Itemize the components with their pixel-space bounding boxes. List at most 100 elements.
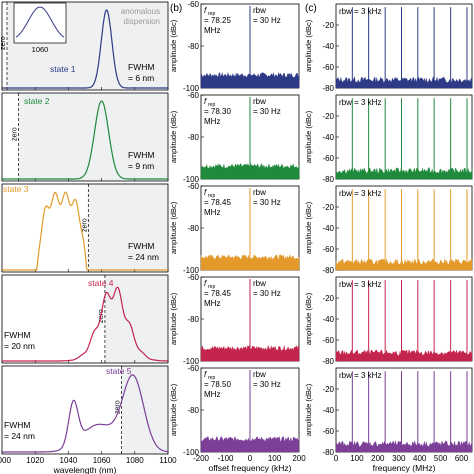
frep-subscript: rep: [208, 193, 215, 199]
rbw-label: rbw: [253, 279, 266, 288]
y-tick-label: -60: [187, 91, 199, 100]
comb-spectrum-4: -20 -40 -60 -80 amplitude (dBc) rbw = 3 kHz: [304, 276, 473, 366]
state-label: state 3: [3, 184, 29, 194]
frep-unit: MHz: [204, 117, 220, 126]
frep-symbol: f: [204, 6, 207, 15]
fwhm-value: = 6 nm: [128, 73, 154, 83]
frep-value: = 78.25: [204, 16, 231, 25]
x-tick-label: -200: [193, 454, 210, 463]
frep-subscript: rep: [208, 102, 215, 108]
anomalous-label: dispersion: [124, 17, 160, 26]
zero-label: zero: [115, 400, 122, 414]
frep-value: = 78.45: [204, 289, 231, 298]
plot-frame: [1, 183, 169, 273]
x-tick-label: 100: [350, 454, 364, 463]
rbw-value: = 30 Hz: [253, 380, 281, 389]
inset-curve: [15, 6, 65, 38]
x-axis-label: offset frequency (kHz): [209, 463, 292, 473]
inset-frame: [13, 2, 67, 44]
state-label: state 2: [24, 96, 50, 106]
frep-subscript: rep: [208, 284, 215, 290]
spectrum-curve: [2, 100, 168, 180]
spectrum-curve: [2, 286, 168, 362]
y-tick-label: -80: [187, 315, 199, 324]
x-tick-label: 1060: [93, 456, 111, 465]
fwhm-label: FWHM: [4, 420, 30, 430]
frep-value: = 78.45: [204, 198, 231, 207]
anomalous-region: [88, 184, 168, 272]
noise-floor: [335, 258, 473, 271]
x-tick-label: 1020: [26, 456, 44, 465]
x-tick-label: 1100: [159, 456, 177, 465]
x-tick-label: 0: [334, 454, 339, 463]
y-axis-label: amplitude (dBc): [169, 110, 178, 163]
rbw-label: rbw = 3 kHz: [339, 280, 381, 289]
comb-spectrum-3: -20 -40 -60 -80 amplitude (dBc) rbw = 3 kHz: [304, 185, 473, 275]
y-tick-label: -60: [187, 0, 199, 9]
y-tick-label: -100: [183, 175, 200, 184]
inset: 1060: [13, 2, 67, 54]
y-tick-label: -20: [322, 294, 334, 303]
y-tick-label: -80: [322, 266, 334, 275]
noise-floor: [335, 167, 473, 180]
plot-frame: [1, 1, 169, 91]
y-tick-label: -20: [322, 112, 334, 121]
rbw-label: rbw = 3 kHz: [339, 98, 381, 107]
fwhm-label: FWHM: [4, 330, 30, 340]
comb-spectrum-5: -20 -40 -60 -80 amplitude (dBc) rbw = 3 kHz: [304, 367, 473, 457]
plot-frame: [1, 92, 169, 182]
fwhm-label: FWHM: [128, 62, 154, 72]
y-tick-label: -80: [187, 406, 199, 415]
x-tick-label: 100: [268, 454, 282, 463]
y-tick-label: -100: [183, 266, 200, 275]
y-tick-label: -60: [322, 336, 334, 345]
y-tick-label: -40: [322, 133, 334, 142]
x-tick-label: 300: [392, 454, 406, 463]
fwhm-value: = 9 nm: [128, 161, 154, 171]
rbw-label: rbw: [253, 6, 266, 15]
fwhm-value: = 24 nm: [4, 431, 35, 441]
y-tick-label: -80: [187, 133, 199, 142]
rbw-label: rbw: [253, 188, 266, 197]
x-axis-label: wavelength (nm): [53, 465, 117, 474]
y-tick-label: -80: [187, 42, 199, 51]
spectrum-2: zero state 2 FWHM= 9 nm: [1, 92, 169, 182]
y-tick-label: -80: [322, 357, 334, 366]
x-tick-label: 1080: [126, 456, 144, 465]
noise-floor: [335, 76, 473, 89]
y-axis-label: amplitude (dBc): [169, 383, 178, 436]
y-tick-label: -20: [322, 203, 334, 212]
zero-label: zero: [12, 127, 19, 141]
y-axis-label: amplitude (dBc): [304, 110, 313, 163]
frep-unit: MHz: [204, 390, 220, 399]
state-label: state 4: [88, 278, 114, 288]
fwhm-value: = 24 nm: [128, 252, 159, 262]
plot-frame: [335, 276, 473, 362]
rbw-label: rbw = 3 kHz: [339, 189, 381, 198]
frep-unit: MHz: [204, 26, 220, 35]
frep-symbol: f: [204, 188, 207, 197]
y-tick-label: -40: [322, 224, 334, 233]
x-tick-label: 600: [455, 454, 469, 463]
x-tick-label: 200: [371, 454, 385, 463]
plot-frame: [1, 274, 169, 364]
frep-symbol: f: [204, 370, 207, 379]
y-tick-label: -60: [187, 273, 199, 282]
y-axis-label: amplitude (dBc): [169, 19, 178, 72]
x-tick-label: 400: [413, 454, 427, 463]
x-tick-label: 500: [434, 454, 448, 463]
plot-frame: [335, 94, 473, 180]
x-tick-label: 1040: [60, 456, 78, 465]
plot-frame: [335, 3, 473, 89]
rbw-label: rbw: [253, 97, 266, 106]
frep-symbol: f: [204, 279, 207, 288]
frep-subscript: rep: [208, 375, 215, 381]
frep-value: = 78.30: [204, 107, 231, 116]
plot-frame: [335, 367, 473, 453]
